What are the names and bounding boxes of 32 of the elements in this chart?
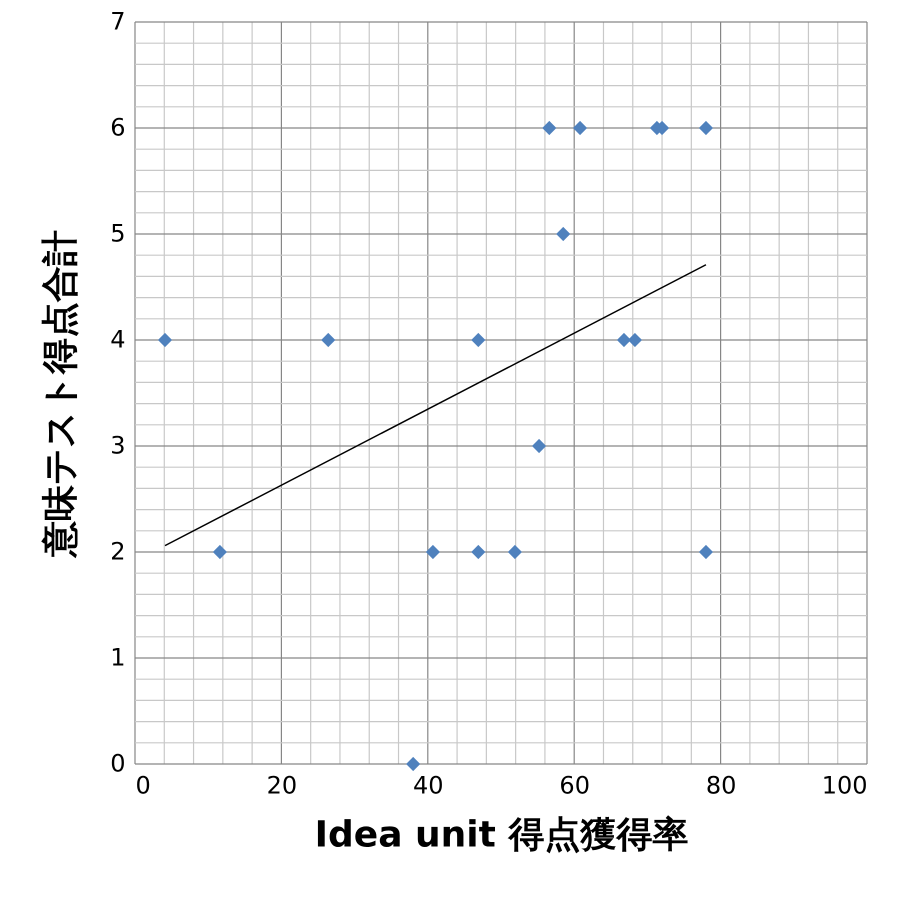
x-tick-label: 80 xyxy=(706,772,736,800)
point xyxy=(616,332,632,348)
y-axis-title: 意味テスト得点合計 xyxy=(40,230,82,559)
point xyxy=(426,544,440,560)
point xyxy=(158,332,172,348)
y-tick-label: 6 xyxy=(110,114,126,142)
point xyxy=(698,120,714,136)
point xyxy=(698,544,714,560)
point xyxy=(508,544,522,560)
point xyxy=(406,756,420,772)
point xyxy=(471,544,486,560)
y-tick-label: 3 xyxy=(110,432,126,460)
x-tick-label: 40 xyxy=(413,772,444,800)
y-tick-label: 2 xyxy=(110,538,126,566)
y-tick-label: 7 xyxy=(110,8,126,36)
y-tick-label: 5 xyxy=(110,220,126,248)
point xyxy=(542,120,556,136)
point xyxy=(532,438,546,454)
x-tick-label: 100 xyxy=(822,772,868,800)
point xyxy=(556,226,570,242)
x-tick-label: 60 xyxy=(559,772,590,800)
x-tick-label: 20 xyxy=(266,772,298,800)
point xyxy=(628,332,642,348)
point xyxy=(212,544,227,560)
point xyxy=(471,332,486,348)
y-tick-label: 0 xyxy=(110,750,126,778)
point xyxy=(321,332,336,348)
x-tick-label: 0 xyxy=(136,772,151,800)
x-axis-title: Idea unit 得点獲得率 xyxy=(314,814,688,856)
point xyxy=(572,120,588,136)
y-tick-label: 1 xyxy=(110,644,126,672)
y-tick-label: 4 xyxy=(110,326,126,354)
